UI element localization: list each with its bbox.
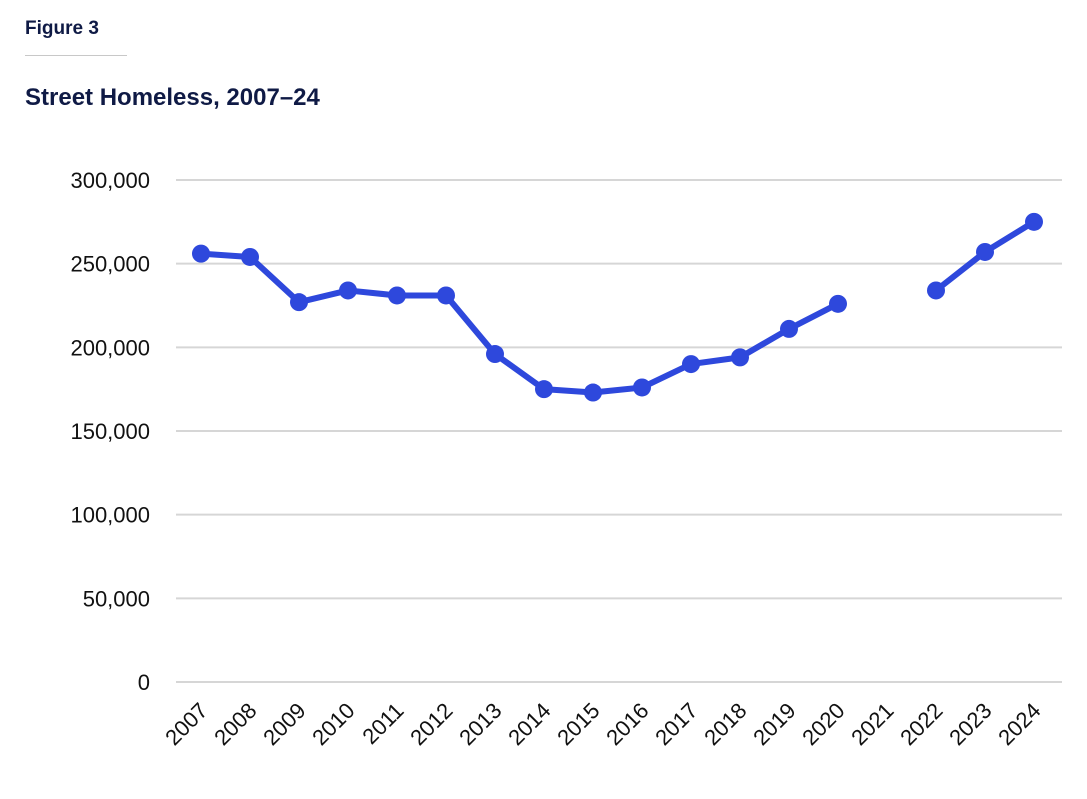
x-tick-label: 2008 — [209, 698, 261, 750]
data-point — [535, 380, 553, 399]
x-tick-label: 2009 — [258, 698, 310, 750]
x-tick-label: 2023 — [944, 698, 996, 750]
y-tick-label: 300,000 — [70, 168, 150, 193]
x-tick-label: 2016 — [601, 698, 653, 750]
data-point — [927, 281, 945, 300]
y-tick-label: 0 — [138, 670, 150, 695]
chart-title: Street Homeless, 2007–24 — [25, 84, 320, 111]
data-point — [486, 345, 504, 364]
data-point — [290, 293, 308, 312]
x-tick-label: 2013 — [454, 698, 506, 750]
y-tick-label: 200,000 — [70, 335, 150, 360]
x-tick-label: 2022 — [895, 698, 947, 750]
data-point — [976, 242, 994, 261]
x-tick-label: 2014 — [503, 698, 555, 750]
x-tick-label: 2020 — [797, 698, 849, 750]
x-tick-label: 2007 — [160, 698, 212, 750]
y-tick-label: 150,000 — [70, 419, 150, 444]
data-point — [780, 319, 798, 338]
data-point — [584, 383, 602, 402]
y-tick-label: 250,000 — [70, 252, 150, 277]
figure-label: Figure 3 — [25, 18, 99, 39]
y-tick-label: 100,000 — [70, 503, 150, 528]
x-tick-label: 2024 — [993, 698, 1045, 750]
x-tick-label: 2010 — [307, 698, 359, 750]
x-tick-label: 2019 — [748, 698, 800, 750]
series-line — [200, 250, 840, 396]
data-point — [731, 348, 749, 367]
x-tick-label: 2011 — [357, 698, 408, 749]
y-tick-label: 50,000 — [83, 586, 150, 611]
data-point — [339, 281, 357, 300]
data-point — [192, 244, 210, 263]
data-point — [633, 378, 651, 397]
x-tick-label: 2021 — [846, 698, 898, 750]
data-point — [1025, 212, 1043, 231]
data-point — [682, 355, 700, 374]
divider — [25, 55, 127, 56]
data-point — [388, 286, 406, 305]
data-point — [829, 294, 847, 313]
data-point — [241, 247, 259, 266]
x-tick-label: 2015 — [552, 698, 604, 750]
x-tick-label: 2018 — [699, 698, 751, 750]
data-point — [437, 286, 455, 305]
x-tick-label: 2012 — [405, 698, 457, 750]
x-tick-label: 2017 — [650, 698, 702, 750]
